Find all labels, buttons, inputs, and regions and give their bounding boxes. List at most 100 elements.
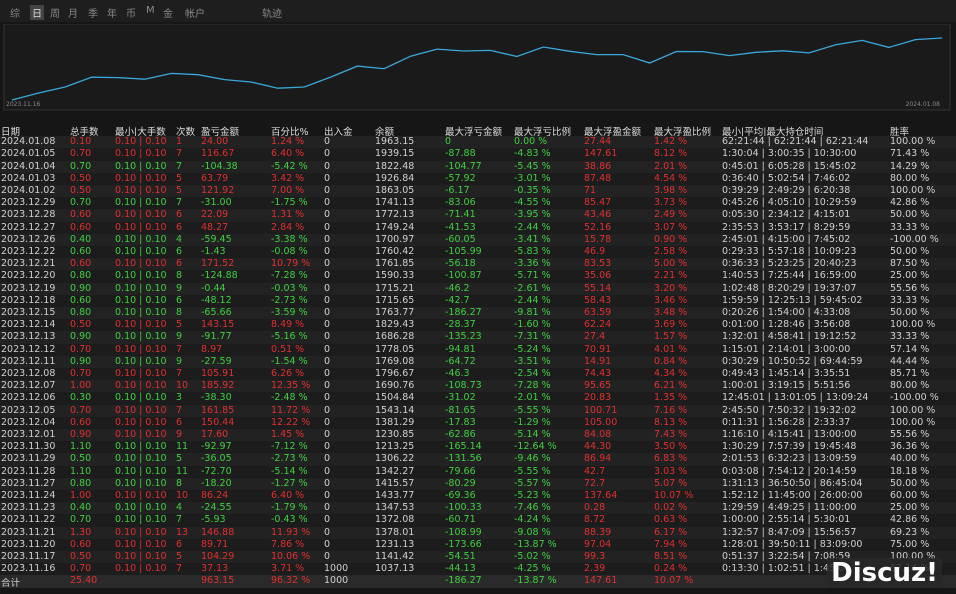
- cell: 5.00 %: [654, 258, 688, 270]
- cell: 2023.12.11: [1, 355, 56, 367]
- tab[interactable]: 月: [68, 9, 78, 20]
- table-row: 2023.12.26 0.40 0.10 | 0.10 4 -59.45 -3.38 % 0…: [0, 233, 956, 246]
- cell: -7.28 %: [514, 380, 551, 392]
- tab[interactable]: 周: [50, 9, 60, 20]
- cell: 72.7: [584, 477, 606, 489]
- cell: 0: [324, 355, 331, 367]
- cell: 46.9: [584, 246, 606, 257]
- cell: 0.70: [70, 160, 92, 172]
- cell: 8.51 %: [654, 551, 688, 562]
- tab[interactable]: M: [146, 5, 155, 16]
- cell: 0: [324, 477, 331, 489]
- cell: 0.10 | 0.10: [115, 307, 167, 318]
- cell: 0.10 | 0.10: [115, 160, 167, 172]
- table-row: 2023.11.30 1.10 0.10 | 0.10 11 -92.97 -7.12 %…: [0, 441, 956, 454]
- cell: -44.13: [445, 563, 476, 575]
- total-cell: 1000: [324, 575, 349, 587]
- cell: -4.83 %: [514, 148, 551, 160]
- cell: 1760.42: [375, 246, 415, 257]
- cell: 13: [176, 526, 189, 538]
- cell: 8.97: [201, 343, 223, 355]
- cell: 22.09: [201, 209, 229, 221]
- cell: 7.16 %: [654, 404, 688, 416]
- cell: 80.00 %: [890, 172, 930, 184]
- cell: -83.06: [445, 197, 476, 209]
- cell: 0: [324, 246, 331, 257]
- cell: 1:16:10 | 4:15:41 | 13:00:00: [722, 429, 857, 440]
- tab[interactable]: 年: [107, 9, 117, 20]
- cell: -38.30: [201, 392, 232, 404]
- cell: 71.43 %: [890, 148, 930, 160]
- cell: 62:21:44 | 62:21:44 | 62:21:44: [722, 136, 869, 148]
- tab[interactable]: 币: [126, 9, 136, 20]
- cell: 1:30:04 | 3:00:35 | 10:30:00: [722, 148, 857, 160]
- cell: 48.27: [201, 221, 229, 233]
- cell: 6.17 %: [654, 526, 688, 538]
- cell: 60.00 %: [890, 490, 930, 501]
- cell: -5.14 %: [514, 429, 551, 440]
- cell: 7: [176, 404, 183, 416]
- cell: 2:35:53 | 3:53:17 | 8:29:59: [722, 221, 851, 233]
- cell: 0.10 | 0.10: [115, 490, 167, 501]
- cell: 0:05:30 | 2:34:12 | 4:15:01: [722, 209, 851, 221]
- cell: 1700.97: [375, 233, 415, 245]
- cell: 11: [176, 465, 189, 477]
- cell: 0: [324, 307, 331, 318]
- cell: -79.66: [445, 465, 476, 477]
- cell: 0.63 %: [654, 514, 688, 526]
- cell: 0.10 | 0.10: [115, 221, 167, 233]
- cell: 1347.53: [375, 502, 415, 514]
- cell: -7.28 %: [271, 270, 308, 282]
- cell: 1306.22: [375, 453, 415, 465]
- cell: 2024.01.02: [1, 185, 56, 196]
- cell: 0.70: [70, 514, 92, 526]
- cell: 0.10 | 0.10: [115, 233, 167, 245]
- cell: 17.60: [201, 429, 229, 440]
- cell: 0.70: [70, 148, 92, 160]
- cell: -64.72: [445, 355, 476, 367]
- cell: -12.64 %: [514, 441, 557, 453]
- cell: 86.94: [584, 453, 612, 465]
- cell: 3.48 %: [654, 307, 688, 318]
- tab[interactable]: 日: [30, 5, 44, 20]
- tab[interactable]: 帐户: [185, 9, 205, 20]
- total-row: 合计 25.40 963.15 96.32 % 1000 -186.27 -13.87 % 1…: [0, 575, 956, 589]
- cell: 1863.05: [375, 185, 415, 196]
- header-cell: 最大浮盈金额: [584, 127, 642, 138]
- cell: 1963.15: [375, 136, 415, 148]
- table-row: 2023.11.29 0.50 0.10 | 0.10 5 -36.05 -2.73 % 0…: [0, 453, 956, 466]
- cell: 8.12 %: [654, 148, 688, 160]
- cell: 1715.65: [375, 294, 415, 306]
- cell: 3.07 %: [654, 221, 688, 233]
- cell: 33.33 %: [890, 221, 930, 233]
- cell: 0: [324, 453, 331, 465]
- cell: -5.02 %: [514, 551, 551, 562]
- total-cell: 147.61: [584, 575, 618, 587]
- cell: 3.73 %: [654, 197, 688, 209]
- tab[interactable]: 综: [10, 9, 20, 20]
- cell: 75.00 %: [890, 538, 930, 550]
- cell: 1.30: [70, 526, 92, 538]
- cell: 0.10 | 0.10: [115, 563, 167, 575]
- cell: 1:00:00 | 2:55:14 | 5:30:01: [722, 514, 851, 526]
- tab[interactable]: 金: [163, 9, 173, 20]
- cell: 2023.11.30: [1, 441, 56, 453]
- cell: -42.7: [445, 294, 470, 306]
- cell: 0:36:33 | 5:23:25 | 20:40:23: [722, 258, 857, 270]
- tab[interactable]: 季: [88, 9, 98, 20]
- cell: 42.7: [584, 465, 606, 477]
- cell: -2.44 %: [514, 294, 551, 306]
- cell: 7: [176, 343, 183, 355]
- cell: -124.88: [201, 270, 238, 282]
- cell: -27.59: [201, 355, 232, 367]
- table-row: 2024.01.02 0.50 0.10 | 0.10 5 121.92 7.00 % 0 1…: [0, 185, 956, 198]
- cell: 2023.11.27: [1, 477, 56, 489]
- table-row: 2023.12.20 0.80 0.10 | 0.10 8 -124.88 -7.28 %…: [0, 270, 956, 283]
- tab[interactable]: 轨迹: [262, 9, 282, 20]
- cell: -31.02: [445, 392, 476, 404]
- table-row: 2023.11.17 0.50 0.10 | 0.10 5 104.29 10.06 % 0…: [0, 551, 956, 564]
- cell: 6: [176, 246, 183, 257]
- cell: 2023.11.24: [1, 490, 56, 501]
- cell: 2023.12.22: [1, 246, 56, 257]
- cell: 2023.12.04: [1, 416, 56, 428]
